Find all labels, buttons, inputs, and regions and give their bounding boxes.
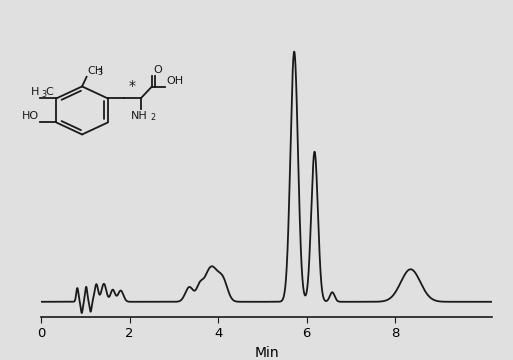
Text: 3: 3	[98, 68, 103, 77]
Text: NH: NH	[131, 111, 148, 121]
Text: 2: 2	[150, 113, 155, 122]
Text: H: H	[30, 87, 39, 97]
Text: HO: HO	[22, 111, 39, 121]
X-axis label: Min: Min	[254, 346, 279, 360]
Text: OH: OH	[166, 76, 184, 86]
Text: C: C	[46, 87, 53, 97]
Text: CH: CH	[88, 66, 104, 76]
Text: O: O	[153, 65, 162, 75]
Text: *: *	[129, 80, 136, 94]
Text: 3: 3	[42, 90, 47, 99]
